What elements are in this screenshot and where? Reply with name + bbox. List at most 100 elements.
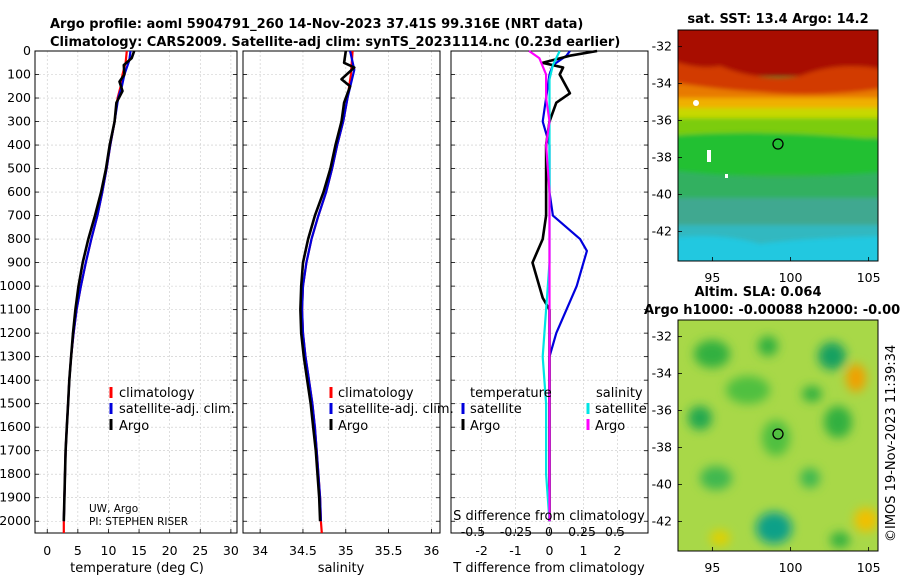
axes-frame <box>242 50 441 534</box>
sla-map <box>677 319 879 552</box>
s-tick-label: 0 <box>545 524 553 539</box>
depth-tick-label: 1100 <box>0 302 31 317</box>
legend-argo: Argo <box>338 419 368 434</box>
depth-tick-label: 1500 <box>0 396 31 411</box>
map-y-tick-label: -38 <box>652 440 672 455</box>
legend-climatology: climatology <box>338 386 414 401</box>
x-tick-label: 20 <box>162 543 178 558</box>
s-tick-label: 0.5 <box>605 524 625 539</box>
depth-tick-label: 400 <box>7 137 31 152</box>
legend-argo: Argo <box>119 419 149 434</box>
map-y-tick-label: -40 <box>652 186 672 201</box>
map-x-tick-label: 95 <box>704 560 720 575</box>
x-tick-label: 34 <box>252 543 268 558</box>
depth-tick-label: 0 <box>23 43 31 58</box>
map-y-tick-label: -36 <box>652 403 672 418</box>
map-y-tick-label: -38 <box>652 150 672 165</box>
legend-header-temperature: temperature <box>470 386 552 401</box>
map-y-tick-label: -42 <box>652 223 672 238</box>
x-tick-label: 36 <box>423 543 439 558</box>
salinity-panel: 34 34.5 35 35.5 36 <box>242 50 441 558</box>
x-tick-label: -1 <box>509 543 521 558</box>
series-temperature-argo <box>531 49 598 522</box>
map-y-tick-label: -36 <box>652 113 672 128</box>
x-tick-label: 35 <box>338 543 354 558</box>
s-tick-label: -0.5 <box>461 524 485 539</box>
depth-tick-label: 300 <box>7 114 31 129</box>
depth-tick-label: 1400 <box>0 372 31 387</box>
sst-map <box>677 29 879 262</box>
sst-argo-marker <box>772 138 784 150</box>
depth-tick-label: 900 <box>7 255 31 270</box>
credit-line-2: PI: STEPHEN RISER <box>89 516 188 528</box>
x-tick-label: -2 <box>475 543 487 558</box>
legend-satellite: satellite-adj. clim. <box>119 402 235 417</box>
x-tick-label: 30 <box>223 543 239 558</box>
sla-map-axes: 95 100 105 -32 -34 -36 -38 -40 -42 <box>652 329 881 575</box>
title-line-2: Climatology: CARS2009. Satellite-adj cli… <box>50 35 620 50</box>
sst-map-title: sat. SST: 13.4 Argo: 14.2 <box>687 12 868 27</box>
series-argo <box>299 50 356 522</box>
map-x-tick-label: 95 <box>704 270 720 285</box>
series-climatology <box>301 50 354 534</box>
series-climatology <box>62 50 128 533</box>
legend-header-salinity: salinity <box>596 386 643 401</box>
temperature-legend: climatology satellite-adj. clim. Argo <box>109 386 235 434</box>
map-x-tick-label: 100 <box>779 270 803 285</box>
map-y-tick-label: -42 <box>652 513 672 528</box>
map-x-tick-label: 105 <box>857 270 881 285</box>
depth-tick-label: 700 <box>7 208 31 223</box>
depth-tick-label: 1000 <box>0 278 31 293</box>
depth-tick-label: 1700 <box>0 443 31 458</box>
x-tick-label: 34.5 <box>289 543 317 558</box>
x-tick-label: 0 <box>43 543 51 558</box>
series-salinity-argo <box>528 50 551 522</box>
salinity-xlabel: salinity <box>318 561 365 576</box>
difference-legend: temperature salinity satellite Argo sate… <box>461 386 647 434</box>
difference-panel: -2 -1 0 1 2 -0.5 -0.25 0 0.25 0.5 <box>450 49 649 558</box>
imos-watermark: ©IMOS 19-Nov-2023 11:39:34 <box>884 345 899 542</box>
depth-tick-label: 1600 <box>0 419 31 434</box>
x-tick-label: 5 <box>74 543 82 558</box>
s-tick-label: -0.25 <box>500 524 532 539</box>
x-tick-label: 25 <box>192 543 208 558</box>
depth-tick-label: 1800 <box>0 466 31 481</box>
title-line-1: Argo profile: aoml 5904791_260 14-Nov-20… <box>50 17 583 32</box>
legend-satellite: satellite-adj. clim. <box>338 402 454 417</box>
depth-tick-label: 2000 <box>0 513 31 528</box>
legend-t-satellite: satellite <box>470 402 522 417</box>
x-tick-label: 1 <box>579 543 587 558</box>
legend-s-argo: Argo <box>595 419 625 434</box>
legend-t-argo: Argo <box>470 419 500 434</box>
legend-s-satellite: satellite <box>595 402 647 417</box>
x-tick-label: 10 <box>101 543 117 558</box>
salinity-legend: climatology satellite-adj. clim. Argo <box>329 386 454 434</box>
depth-tick-label: 1900 <box>0 490 31 505</box>
map-y-tick-label: -32 <box>652 329 672 344</box>
depth-tick-label: 1200 <box>0 325 31 340</box>
axes-frame <box>34 50 238 534</box>
depth-tick-label: 500 <box>7 161 31 176</box>
axes-frame <box>450 50 649 534</box>
x-tick-label: 15 <box>131 543 147 558</box>
map-x-tick-label: 100 <box>779 560 803 575</box>
depth-tick-label: 200 <box>7 90 31 105</box>
x-tick-label: 2 <box>613 543 621 558</box>
temperature-xlabel: temperature (deg C) <box>70 561 204 576</box>
depth-tick-label: 100 <box>7 67 31 82</box>
x-tick-label: 0 <box>546 543 554 558</box>
sla-map-title-1: Altim. SLA: 0.064 <box>695 285 822 300</box>
temperature-panel: 0100200300400500600700800900100011001200… <box>0 43 239 558</box>
map-y-tick-label: -34 <box>652 366 672 381</box>
map-y-tick-label: -32 <box>652 39 672 54</box>
s-difference-label: S difference from climatology <box>453 509 645 524</box>
sst-map-axes: 95 100 105 -32 -34 -36 -38 -40 -42 <box>652 39 881 285</box>
series-argo <box>62 50 136 522</box>
map-y-tick-label: -34 <box>652 76 672 91</box>
sla-map-title-2: Argo h1000: -0.00088 h2000: -0.00 <box>644 303 900 318</box>
t-difference-xlabel: T difference from climatology <box>452 561 645 576</box>
sla-argo-marker <box>772 428 784 440</box>
depth-tick-label: 1300 <box>0 349 31 364</box>
depth-tick-label: 600 <box>7 184 31 199</box>
